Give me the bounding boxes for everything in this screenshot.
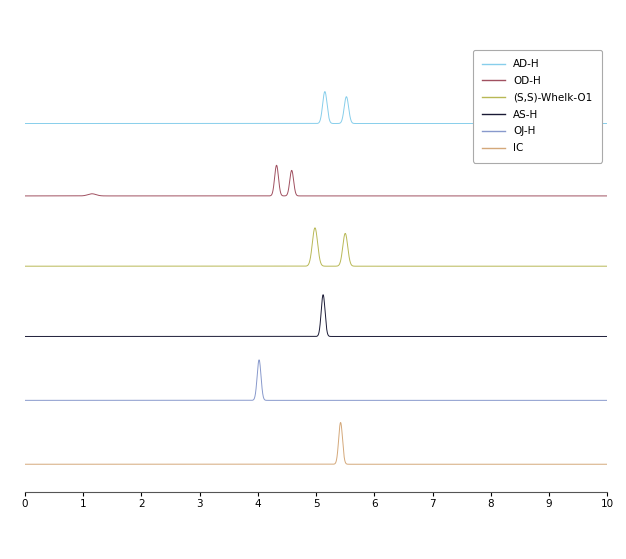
(S,S)-Whelk-O1	[484, 263, 491, 269]
OD-H	[391, 192, 399, 199]
AD-H	[453, 120, 461, 127]
OJ-H	[391, 397, 399, 404]
Line: IC: IC	[25, 423, 607, 464]
Line: AS-H: AS-H	[25, 295, 607, 337]
OD-H	[366, 192, 373, 199]
(S,S)-Whelk-O1	[232, 263, 240, 269]
AD-H	[21, 120, 29, 127]
OD-H	[453, 192, 461, 199]
AS-H	[366, 333, 373, 340]
OD-H	[603, 192, 611, 199]
AD-H	[232, 120, 240, 127]
IC	[232, 461, 240, 467]
OD-H	[51, 192, 58, 199]
IC	[603, 461, 611, 467]
OD-H	[273, 162, 280, 169]
OJ-H	[366, 397, 373, 404]
OJ-H	[484, 397, 491, 404]
OD-H	[484, 192, 491, 199]
OJ-H	[255, 357, 263, 363]
Legend: AD-H, OD-H, (S,S)-Whelk-O1, AS-H, OJ-H, IC: AD-H, OD-H, (S,S)-Whelk-O1, AS-H, OJ-H, …	[473, 50, 602, 163]
OJ-H	[232, 397, 240, 404]
AD-H	[366, 120, 373, 127]
AS-H	[453, 333, 461, 340]
OJ-H	[603, 397, 611, 404]
IC	[51, 461, 58, 467]
AS-H	[21, 333, 29, 340]
(S,S)-Whelk-O1	[366, 263, 373, 269]
AD-H	[51, 120, 58, 127]
IC	[21, 461, 29, 467]
AS-H	[319, 291, 327, 298]
AD-H	[484, 120, 491, 127]
AS-H	[484, 333, 491, 340]
AS-H	[391, 333, 399, 340]
AS-H	[232, 333, 240, 340]
AD-H	[321, 88, 329, 95]
IC	[391, 461, 399, 467]
IC	[484, 461, 491, 467]
IC	[453, 461, 461, 467]
OJ-H	[21, 397, 29, 404]
OJ-H	[51, 397, 58, 404]
OD-H	[232, 192, 240, 199]
AS-H	[51, 333, 58, 340]
OD-H	[21, 192, 29, 199]
Line: OD-H: OD-H	[25, 165, 607, 196]
(S,S)-Whelk-O1	[21, 263, 29, 269]
Line: AD-H: AD-H	[25, 92, 607, 124]
AD-H	[603, 120, 611, 127]
(S,S)-Whelk-O1	[391, 263, 399, 269]
AS-H	[603, 333, 611, 340]
IC	[337, 419, 344, 426]
(S,S)-Whelk-O1	[603, 263, 611, 269]
(S,S)-Whelk-O1	[453, 263, 461, 269]
IC	[366, 461, 373, 467]
(S,S)-Whelk-O1	[311, 225, 319, 231]
AD-H	[391, 120, 399, 127]
Line: OJ-H: OJ-H	[25, 360, 607, 400]
(S,S)-Whelk-O1	[51, 263, 58, 269]
Line: (S,S)-Whelk-O1: (S,S)-Whelk-O1	[25, 228, 607, 266]
OJ-H	[453, 397, 461, 404]
